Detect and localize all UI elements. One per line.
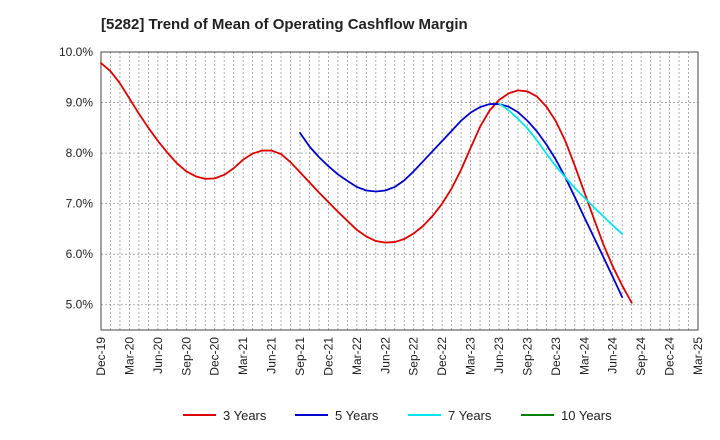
x-tick-label: Jun-23 — [492, 337, 506, 374]
x-tick-label: Mar-21 — [236, 337, 250, 375]
series-lines — [100, 62, 633, 304]
legend-label: 10 Years — [561, 408, 612, 423]
legend-label: 5 Years — [335, 408, 379, 423]
y-tick-label: 5.0% — [66, 298, 94, 312]
chart-title: [5282] Trend of Mean of Operating Cashfl… — [101, 16, 468, 33]
x-tick-label: Dec-22 — [435, 337, 449, 376]
x-tick-label: Dec-19 — [94, 337, 108, 376]
series-line-3-years — [100, 62, 633, 304]
x-tick-label: Jun-21 — [265, 337, 279, 374]
x-tick-label: Sep-24 — [634, 337, 648, 376]
axis-labels: 5.0% 6.0% 7.0% 8.0% 9.0% 10.0% Dec-19 Mar-20 Jun… — [59, 45, 705, 376]
legend: 3 Years 5 Years 7 Years 10 Years — [183, 408, 612, 423]
y-tick-label: 6.0% — [66, 247, 94, 261]
x-tick-label: Mar-23 — [464, 337, 478, 375]
grid-lines — [101, 52, 698, 330]
x-tick-label: Mar-25 — [691, 337, 705, 375]
x-tick-label: Jun-24 — [606, 337, 620, 374]
x-tick-label: Jun-22 — [378, 337, 392, 374]
y-tick-label: 10.0% — [59, 45, 93, 59]
x-tick-label: Sep-20 — [179, 337, 193, 376]
plot-area — [100, 51, 699, 331]
series-line-5-years — [299, 103, 624, 299]
series-line-7-years — [498, 102, 624, 235]
y-tick-label: 7.0% — [66, 197, 94, 211]
x-tick-label: Mar-22 — [350, 337, 364, 375]
x-tick-label: Sep-21 — [293, 337, 307, 376]
y-tick-label: 9.0% — [66, 96, 94, 110]
x-tick-label: Sep-23 — [520, 337, 534, 376]
x-tick-label: Sep-22 — [407, 337, 421, 376]
x-tick-label: Jun-20 — [151, 337, 165, 374]
x-tick-label: Dec-23 — [549, 337, 563, 376]
x-tick-label: Dec-24 — [663, 337, 677, 376]
legend-label: 3 Years — [223, 408, 267, 423]
x-tick-label: Mar-20 — [122, 337, 136, 375]
x-tick-label: Dec-20 — [208, 337, 222, 376]
x-tick-label: Dec-21 — [321, 337, 335, 376]
x-tick-label: Mar-24 — [577, 337, 591, 375]
y-tick-label: 8.0% — [66, 146, 94, 160]
legend-label: 7 Years — [448, 408, 492, 423]
